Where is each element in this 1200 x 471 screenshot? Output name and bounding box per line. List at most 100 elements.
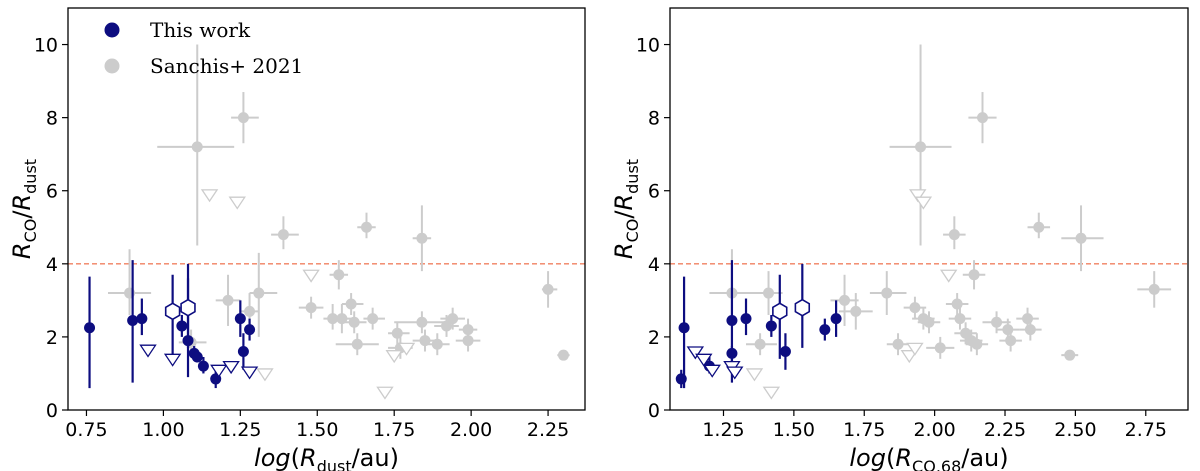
series-sanchis-filled-circle — [709, 44, 1172, 361]
data-point — [745, 368, 764, 382]
x-axis-label: log(RCO,68/au) — [849, 444, 1008, 471]
data-point — [163, 353, 182, 367]
series-this-work-open-hexagon — [164, 274, 196, 359]
chart-panel-2: 1.25 1.50 1.75 2.00 2.25 2.50 2.75 0 2 4 6 8 10 log(R… — [610, 7, 1189, 471]
x-tick-label: 1.25 — [219, 419, 261, 441]
data-point — [244, 324, 256, 336]
data-point — [557, 349, 569, 361]
data-point — [892, 338, 904, 350]
data-point — [240, 366, 259, 380]
data-point — [763, 287, 775, 299]
data-point — [431, 338, 443, 350]
x-tick-label: 1.25 — [702, 419, 744, 441]
data-point — [376, 386, 394, 400]
legend-label: Sanchis+ 2021 — [150, 54, 303, 78]
y-tick-label: 2 — [46, 327, 58, 349]
data-point — [909, 189, 927, 203]
y-tick-label: 8 — [648, 108, 660, 130]
data-point — [726, 347, 738, 359]
data-point — [256, 368, 274, 382]
data-point — [127, 314, 139, 326]
data-point — [794, 298, 811, 317]
y-axis-label: RCO/Rdust — [8, 159, 40, 259]
data-point — [1075, 232, 1087, 244]
series-this-work-open-triangle-down — [139, 344, 259, 380]
data-point — [462, 335, 474, 347]
data-point — [968, 269, 980, 281]
data-point — [253, 287, 265, 299]
data-point — [305, 302, 317, 314]
data-point — [441, 320, 453, 332]
data-point — [180, 298, 196, 317]
series-this-work-open-triangle-down — [686, 346, 744, 380]
data-point — [351, 338, 363, 350]
data-point — [385, 350, 403, 364]
data-point — [345, 298, 357, 310]
data-point — [222, 360, 240, 375]
data-point — [909, 302, 921, 314]
y-tick-label: 0 — [46, 400, 58, 422]
data-point — [191, 141, 203, 153]
data-point — [222, 294, 234, 306]
data-point — [754, 338, 766, 350]
data-point — [678, 322, 690, 334]
series-this-work-open-hexagon — [772, 263, 811, 359]
x-tick-label: 2.25 — [984, 419, 1026, 441]
data-point — [914, 196, 933, 210]
data-point — [336, 313, 348, 325]
legend-label: This work — [150, 18, 251, 42]
data-point — [234, 313, 246, 325]
y-tick-label: 4 — [46, 254, 58, 276]
data-point — [881, 287, 893, 299]
data-point — [447, 313, 459, 325]
data-point — [191, 351, 203, 363]
x-tick-label: 2.25 — [527, 419, 569, 441]
data-point — [951, 298, 963, 310]
data-point — [772, 302, 788, 321]
data-point — [954, 313, 966, 325]
data-point — [1064, 349, 1076, 361]
data-point — [416, 316, 428, 328]
data-point — [200, 189, 219, 203]
data-point — [1002, 324, 1014, 336]
x-tick-label: 2.00 — [450, 419, 492, 441]
data-point — [948, 229, 960, 241]
data-point — [695, 353, 713, 367]
data-point — [915, 141, 927, 153]
x-tick-label: 1.50 — [296, 419, 338, 441]
series-sanchis-open-triangle-down — [745, 189, 958, 400]
data-point — [367, 313, 379, 325]
data-point — [830, 313, 842, 325]
data-point — [686, 346, 705, 360]
plot-frame — [669, 7, 1189, 411]
legend-marker — [104, 58, 120, 74]
data-point — [542, 283, 554, 295]
data-point — [84, 322, 96, 334]
data-point — [839, 294, 851, 306]
data-point — [237, 346, 249, 358]
chart-panel-1: 0.75 1.00 1.25 1.50 1.75 2.00 2.25 0 2 4 6 8 10 log(R… — [8, 7, 586, 471]
y-axis-label: RCO/Rdust — [610, 159, 642, 259]
y-tick-label: 0 — [648, 400, 660, 422]
data-point — [726, 366, 744, 380]
y-tick-label: 6 — [648, 181, 660, 203]
data-point — [971, 338, 983, 350]
data-point — [348, 316, 360, 328]
data-point — [991, 316, 1003, 328]
data-point — [819, 324, 831, 336]
data-point — [1005, 335, 1017, 347]
data-point — [197, 360, 209, 372]
data-point — [210, 364, 228, 378]
data-point — [762, 386, 781, 400]
data-point — [419, 335, 431, 347]
data-point — [164, 302, 181, 321]
data-point — [703, 364, 721, 378]
data-point — [361, 221, 373, 233]
data-point — [923, 316, 935, 328]
data-point — [779, 346, 791, 358]
data-point — [244, 305, 256, 317]
data-point — [139, 344, 157, 358]
data-point — [1022, 313, 1034, 325]
data-point — [176, 320, 188, 332]
